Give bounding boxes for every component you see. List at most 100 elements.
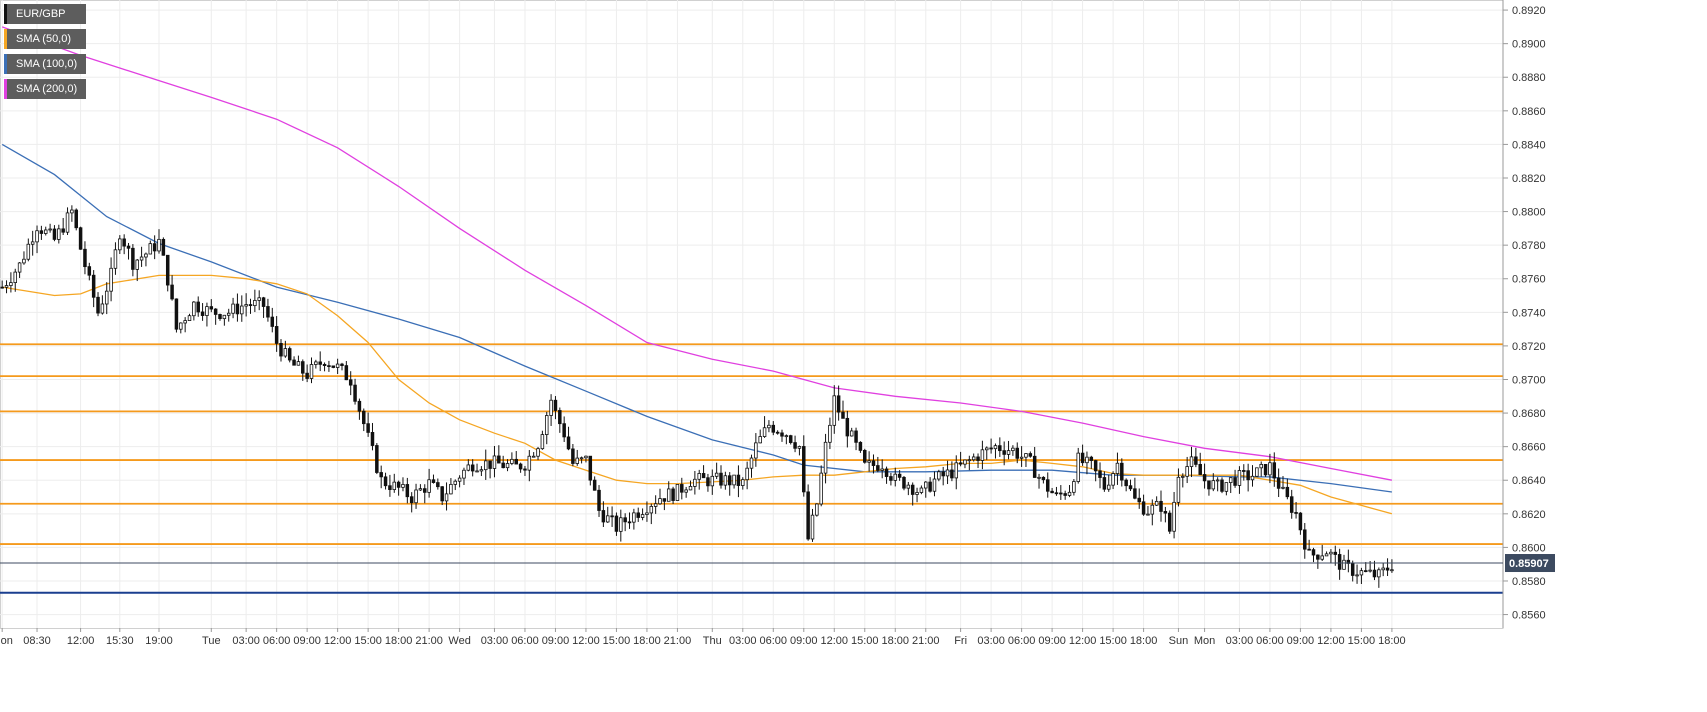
- legend-item-eurgbp[interactable]: EUR/GBP: [4, 4, 87, 24]
- candle: [1346, 549, 1351, 573]
- candle-body: [1050, 490, 1054, 494]
- candle-body: [928, 481, 932, 492]
- x-tick-label: 15:30: [106, 635, 134, 647]
- candle-body: [1028, 453, 1033, 457]
- candle-body: [78, 227, 83, 250]
- candle-body: [732, 474, 736, 486]
- candle: [1311, 547, 1316, 563]
- candle: [266, 298, 270, 322]
- candle: [1320, 544, 1324, 562]
- candle: [771, 421, 776, 436]
- candle: [1032, 446, 1037, 478]
- candle: [1316, 554, 1320, 569]
- candle-body: [823, 441, 828, 474]
- x-tick-label: 21:00: [415, 635, 443, 647]
- candle: [549, 394, 553, 426]
- candle: [588, 455, 593, 486]
- candle: [274, 316, 279, 352]
- candle-body: [148, 243, 153, 255]
- candle-body: [74, 209, 78, 229]
- candle: [314, 359, 318, 369]
- candle: [958, 451, 963, 467]
- candle-body: [998, 445, 1002, 452]
- candle-body: [9, 282, 13, 286]
- candle: [43, 226, 48, 236]
- candle-body: [1037, 476, 1041, 479]
- candle-body: [1368, 569, 1372, 572]
- candle-body: [370, 432, 375, 446]
- candle: [902, 475, 906, 491]
- candle-body: [849, 430, 854, 437]
- candle-body: [70, 209, 74, 214]
- candle: [488, 460, 492, 479]
- legend: EUR/GBP SMA (50,0) SMA (100,0) SMA (200,…: [4, 4, 87, 104]
- candle: [135, 258, 139, 282]
- candle: [335, 358, 340, 374]
- candle: [653, 495, 658, 514]
- candle: [1006, 440, 1011, 460]
- legend-item-sma-200[interactable]: SMA (200,0): [4, 79, 87, 99]
- candle-body: [1311, 549, 1316, 556]
- candle: [1093, 459, 1098, 482]
- legend-swatch: [4, 79, 7, 99]
- candle-body: [1115, 462, 1120, 474]
- candle: [1080, 444, 1085, 466]
- candle-body: [48, 228, 52, 231]
- candle: [1298, 512, 1303, 535]
- candle-body: [1198, 464, 1202, 475]
- candle-body: [1120, 462, 1124, 481]
- candle: [645, 501, 649, 522]
- candle-body: [688, 485, 693, 491]
- candle: [754, 433, 758, 467]
- candle: [353, 378, 357, 405]
- candle: [1163, 506, 1168, 523]
- candle-body: [353, 384, 357, 402]
- x-tick-label: 15:00: [354, 635, 382, 647]
- legend-item-sma-50[interactable]: SMA (50,0): [4, 29, 87, 49]
- candle: [301, 359, 305, 381]
- candle: [1041, 476, 1046, 484]
- candle: [0, 280, 4, 289]
- candle: [675, 484, 680, 501]
- candle: [802, 435, 806, 497]
- candle-body: [836, 395, 841, 413]
- candle-body: [466, 464, 471, 471]
- candle: [845, 410, 850, 448]
- candle-body: [902, 476, 906, 489]
- candle: [510, 452, 514, 466]
- candle: [170, 275, 174, 301]
- candle: [1063, 490, 1067, 500]
- legend-item-sma-100[interactable]: SMA (100,0): [4, 54, 87, 74]
- candle: [1059, 485, 1063, 500]
- candle-body: [296, 361, 301, 366]
- candle: [1089, 455, 1094, 469]
- candle: [784, 434, 789, 445]
- candle-body: [1377, 569, 1381, 578]
- candle-body: [222, 314, 227, 320]
- candle: [566, 426, 571, 451]
- candle-body: [362, 410, 366, 425]
- candle-body: [22, 258, 26, 264]
- candle: [187, 313, 192, 321]
- candle-body: [35, 230, 39, 243]
- x-tick-label: 18:00: [633, 635, 661, 647]
- candle-body: [592, 479, 597, 491]
- candle: [318, 351, 322, 372]
- candle-body: [1329, 551, 1333, 555]
- candle-body: [348, 379, 353, 386]
- y-tick-label: 0.8620: [1512, 509, 1546, 521]
- candle-body: [1385, 567, 1390, 571]
- sma-50-line: [2, 274, 1393, 515]
- candle: [736, 465, 741, 498]
- candle: [1272, 452, 1277, 487]
- y-tick-label: 0.8840: [1512, 139, 1546, 151]
- candle: [96, 292, 100, 317]
- candle: [863, 448, 867, 464]
- candle: [52, 225, 57, 242]
- candle-body: [183, 320, 187, 324]
- candle: [1220, 477, 1224, 494]
- candle-body: [623, 517, 627, 523]
- candle-body: [1333, 551, 1338, 555]
- candle-body: [993, 445, 998, 450]
- x-tick-label: Thu: [703, 635, 722, 647]
